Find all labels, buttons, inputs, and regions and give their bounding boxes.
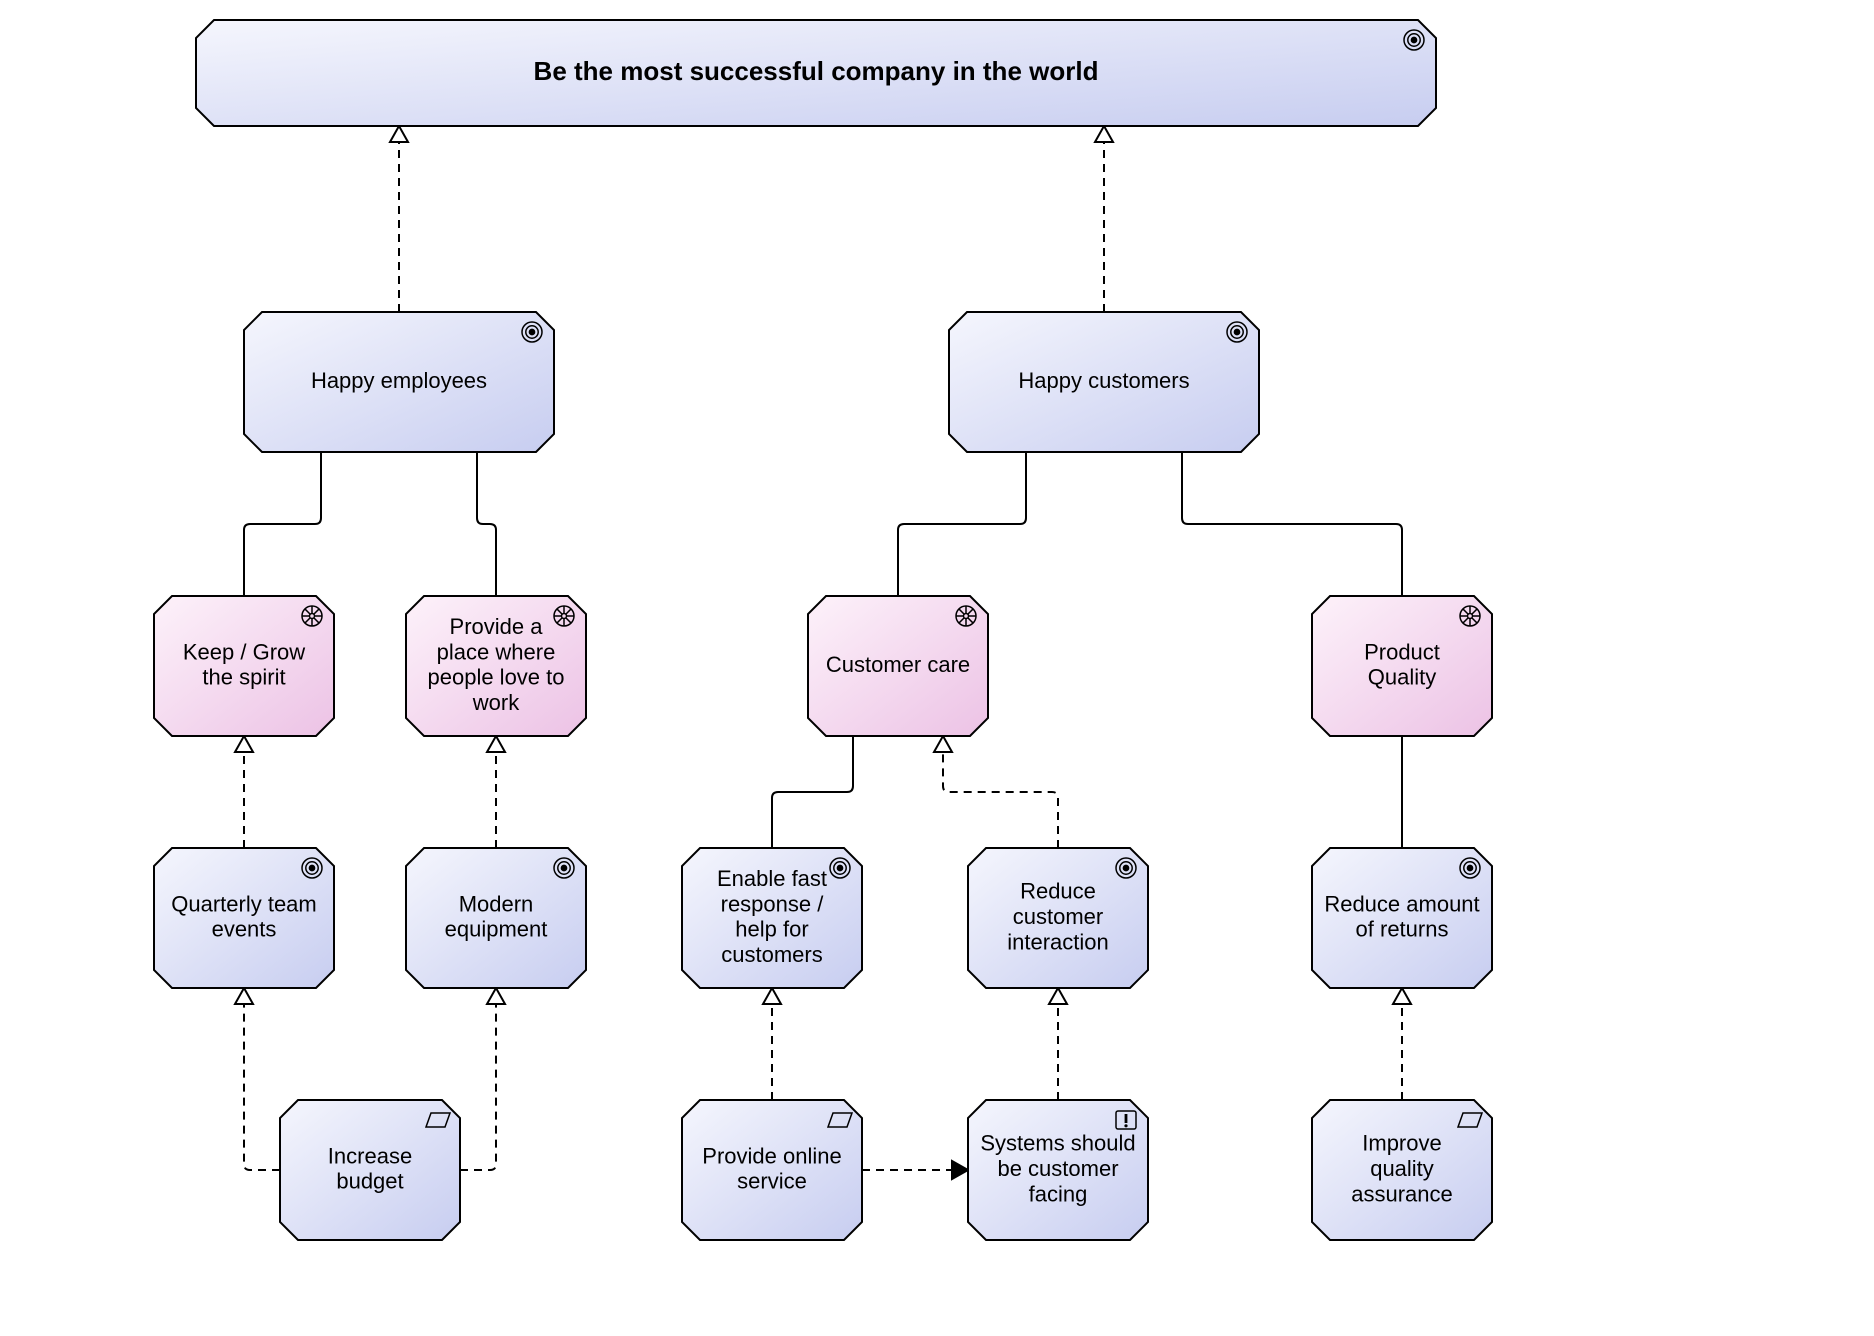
- node-reduceReturns[interactable]: Reduce amountof returns: [1312, 848, 1492, 988]
- node-custCare[interactable]: Customer care: [808, 596, 988, 736]
- arrow-head: [763, 988, 781, 1004]
- node-teamEvents[interactable]: Quarterly teamevents: [154, 848, 334, 988]
- node-prodQual[interactable]: ProductQuality: [1312, 596, 1492, 736]
- arrow-head: [952, 1161, 968, 1179]
- edge-e7: [235, 736, 253, 848]
- edge-e10: [934, 736, 1058, 848]
- node-happyEmp[interactable]: Happy employees: [244, 312, 554, 452]
- edge-e14: [763, 988, 781, 1100]
- edge-e6: [1182, 452, 1402, 596]
- edge-e3: [244, 452, 321, 596]
- arrow-head: [934, 736, 952, 752]
- arrow-head: [1095, 126, 1113, 142]
- node-label: Modernequipment: [445, 891, 548, 941]
- node-keepSpirit[interactable]: Keep / Growthe spirit: [154, 596, 334, 736]
- arrow-head: [1049, 988, 1067, 1004]
- arrow-head: [487, 736, 505, 752]
- node-label: Happy customers: [1018, 368, 1189, 393]
- edge-e9: [772, 736, 853, 848]
- node-reduceInter[interactable]: Reducecustomerinteraction: [968, 848, 1148, 988]
- edge-e16: [1049, 988, 1067, 1100]
- edge-e5: [898, 452, 1026, 596]
- node-fastResp[interactable]: Enable fastresponse /help forcustomers: [682, 848, 862, 988]
- edge-e2: [1095, 126, 1113, 312]
- node-label: Be the most successful company in the wo…: [534, 56, 1099, 86]
- node-label: Happy employees: [311, 368, 487, 393]
- edge-e15: [862, 1161, 968, 1179]
- node-incBudget[interactable]: Increasebudget: [280, 1100, 460, 1240]
- node-vision[interactable]: Be the most successful company in the wo…: [196, 20, 1436, 126]
- node-label: Customer care: [826, 652, 970, 677]
- node-onlineService[interactable]: Provide onlineservice: [682, 1100, 862, 1240]
- node-modernEquip[interactable]: Modernequipment: [406, 848, 586, 988]
- arrow-head: [390, 126, 408, 142]
- node-layer: Be the most successful company in the wo…: [154, 20, 1492, 1240]
- edge-e1: [390, 126, 408, 312]
- arrow-head: [235, 736, 253, 752]
- node-custFacing[interactable]: Systems shouldbe customerfacing: [968, 1100, 1148, 1240]
- edge-e8: [487, 736, 505, 848]
- arrow-head: [487, 988, 505, 1004]
- node-label: Increasebudget: [328, 1143, 412, 1193]
- node-loveWork[interactable]: Provide aplace wherepeople love towork: [406, 596, 586, 736]
- edge-e12: [235, 988, 280, 1170]
- edge-e4: [477, 452, 496, 596]
- edge-e17: [1393, 988, 1411, 1100]
- edge-e13: [460, 988, 505, 1170]
- arrow-head: [235, 988, 253, 1004]
- node-happyCust[interactable]: Happy customers: [949, 312, 1259, 452]
- node-improveQA[interactable]: Improvequalityassurance: [1312, 1100, 1492, 1240]
- node-label: Reducecustomerinteraction: [1007, 879, 1109, 955]
- node-label: ProductQuality: [1364, 639, 1440, 689]
- diagram-canvas: Be the most successful company in the wo…: [0, 0, 1874, 1336]
- arrow-head: [1393, 988, 1411, 1004]
